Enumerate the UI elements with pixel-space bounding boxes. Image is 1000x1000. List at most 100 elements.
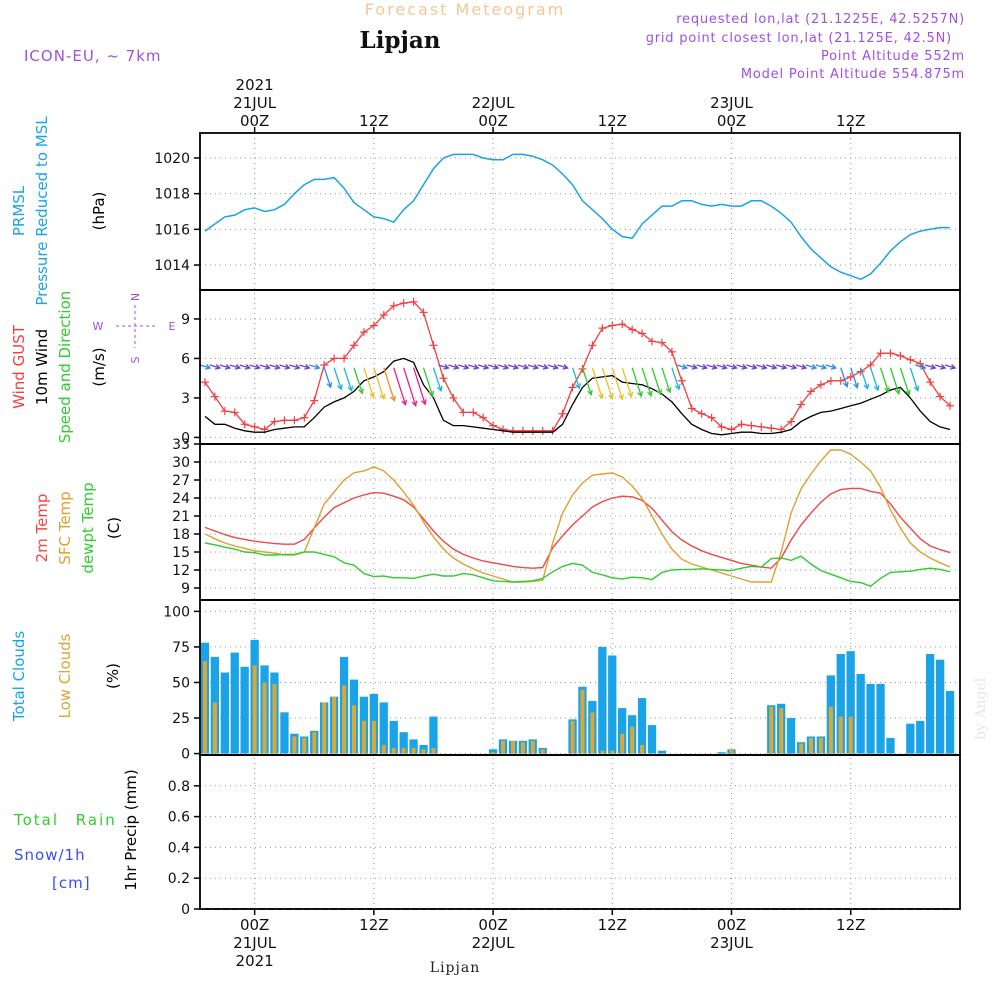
wind-arrow-head <box>801 364 808 370</box>
total-cloud-bar <box>657 750 667 754</box>
wind-arrow-head <box>618 394 624 401</box>
total-cloud-bar <box>866 683 875 754</box>
low-cloud-bar <box>212 702 217 754</box>
wind-arrow-head <box>428 390 435 397</box>
wind-arrow <box>269 364 280 369</box>
wind-arrow <box>641 367 652 396</box>
wind-arrow <box>432 367 442 391</box>
bottom-time-label: 23JUL <box>710 934 753 952</box>
total-cloud-bar <box>647 725 657 754</box>
wind-arrow <box>944 364 956 369</box>
wind-arrow <box>726 364 737 369</box>
pressure-frame <box>199 132 961 291</box>
wind-tick-label: 9 <box>181 312 190 328</box>
low-cloud-bar <box>610 750 615 754</box>
top-time-label: 21JUL <box>233 94 276 112</box>
wind-arrow-head <box>463 364 470 370</box>
wind-arrow <box>601 367 613 399</box>
compass-w: W <box>93 320 104 333</box>
total-cloud-bar <box>389 720 398 754</box>
temp-2m-line <box>204 487 951 569</box>
total-cloud-bar <box>846 651 855 754</box>
low-cloud-bar <box>312 732 317 754</box>
wind-unit: (m/s) <box>90 347 108 386</box>
total-cloud-bar <box>419 745 428 754</box>
low-cloud-bar <box>342 685 347 754</box>
side-labels: PRMSL Pressure Reduced to MSL (hPa) Wind GU… <box>10 116 140 891</box>
wind-arrow-head <box>830 364 838 370</box>
wind-arrow <box>412 367 426 405</box>
wind-arrow-head <box>358 388 364 395</box>
total-cloud-bar <box>488 749 498 754</box>
wind-arrow-head <box>379 393 386 400</box>
low-cloud-bar <box>828 706 833 754</box>
wind-arrow-head <box>771 364 778 370</box>
wind-arrow <box>199 364 211 369</box>
credit-watermark: by Angel <box>973 677 989 740</box>
wind-arrow <box>591 367 603 399</box>
wind-arrow-head <box>294 364 301 370</box>
wind-arrow <box>571 367 580 389</box>
wind-arrow <box>487 364 499 369</box>
top-time-label: 12Z <box>359 112 388 130</box>
wind-arrow <box>869 367 879 391</box>
wind-arrow-head <box>512 364 520 370</box>
wind-arrow <box>746 364 757 369</box>
wind-arrow <box>860 367 869 389</box>
pressure-tick-label: 1020 <box>154 151 190 167</box>
wind-arrow <box>889 367 900 394</box>
total-cloud-bar <box>618 708 627 754</box>
pressure-series-line <box>204 153 951 281</box>
wind-arrow <box>909 367 919 391</box>
precip-legend: Total Rain Snow/1h [cm] <box>13 811 115 892</box>
wind-arrow-head <box>863 383 870 390</box>
wind-arrow-head <box>326 382 333 389</box>
temp-tick-label: 33 <box>172 437 190 453</box>
wind-arrow-head <box>656 389 663 396</box>
precip-tick-label: 0.6 <box>168 810 190 826</box>
wind-arrow-head <box>731 364 738 370</box>
low-cloud-bar <box>779 708 784 754</box>
temp-tick-label: 18 <box>172 527 190 543</box>
wind-arrow-head <box>647 390 653 398</box>
low-cloud-bar <box>620 733 625 754</box>
wind-arrow-head <box>204 364 212 370</box>
wind-arrow <box>915 364 926 369</box>
wind-arrow-head <box>436 385 443 392</box>
top-time-label: 23JUL <box>710 94 753 112</box>
chart-layers: 1020101810161014963033302724211815129100… <box>10 76 961 970</box>
wind-arrow <box>825 364 837 369</box>
wind-arrow <box>373 367 385 399</box>
wind-arrow-head <box>691 364 699 370</box>
pressure-label-long: Pressure Reduced to MSL <box>33 116 51 306</box>
wind-gust-label: Wind GUST <box>10 324 28 409</box>
total-cloud-bar <box>936 659 945 754</box>
bottom-time-label: 00Z <box>240 916 269 934</box>
wind-arrow <box>840 367 848 387</box>
wind-arrow <box>805 364 817 369</box>
bottom-time-label: 12Z <box>359 916 388 934</box>
wind-arrow-head <box>244 364 251 370</box>
low-cloud-bar <box>640 745 645 754</box>
wind-arrow-head <box>791 364 798 370</box>
model-label: ICON-EU, ~ 7km <box>24 47 162 65</box>
wind-arrow-head <box>608 393 614 400</box>
wind-arrow <box>229 364 240 369</box>
clouds-unit: (%) <box>104 663 122 689</box>
wind-arrow <box>249 364 260 369</box>
wind-arrow-head <box>853 382 859 390</box>
total-cloud-bar <box>240 666 249 754</box>
wind-arrow-head <box>627 391 634 398</box>
temp-frame <box>199 443 961 601</box>
low-cloud-bar <box>391 747 396 754</box>
wind-arrow <box>537 364 548 369</box>
wind-arrow <box>736 364 747 369</box>
temp-sfc-label: SFC Temp <box>56 491 74 564</box>
wind-arrow-head <box>314 364 321 370</box>
wind-arrow-head <box>894 388 901 395</box>
wind-arrow-head <box>711 364 718 370</box>
snow-unit-label: [cm] <box>52 874 91 892</box>
model-point-altitude: Model Point Altitude 554.875m <box>741 67 965 82</box>
wind-arrow-head <box>390 395 396 403</box>
